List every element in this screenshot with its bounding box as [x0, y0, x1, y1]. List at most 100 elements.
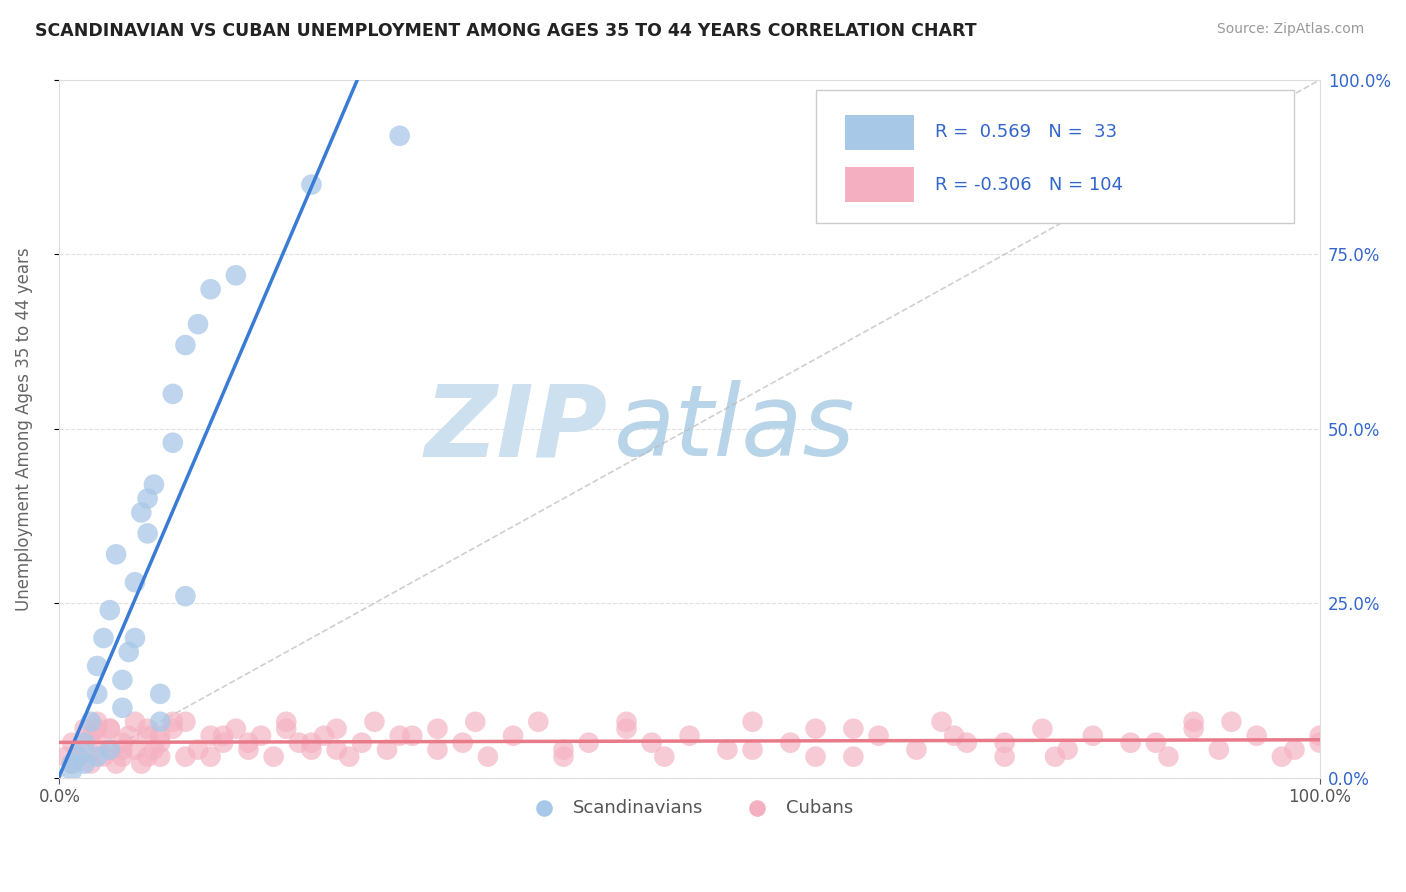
Point	[124, 575, 146, 590]
Point	[136, 491, 159, 506]
Point	[716, 742, 738, 756]
Point	[86, 687, 108, 701]
Point	[363, 714, 385, 729]
Point	[80, 729, 103, 743]
Point	[804, 749, 827, 764]
Point	[73, 756, 96, 771]
Point	[1246, 729, 1268, 743]
Point	[162, 722, 184, 736]
Point	[187, 742, 209, 756]
Point	[375, 742, 398, 756]
Point	[174, 749, 197, 764]
Point	[200, 282, 222, 296]
Point	[98, 722, 121, 736]
Point	[136, 729, 159, 743]
Point	[162, 435, 184, 450]
Point	[60, 756, 83, 771]
Point	[86, 749, 108, 764]
Point	[162, 714, 184, 729]
Point	[80, 714, 103, 729]
Point	[93, 749, 115, 764]
Point	[162, 387, 184, 401]
Point	[641, 736, 664, 750]
Point	[225, 722, 247, 736]
Point	[464, 714, 486, 729]
Point	[1182, 722, 1205, 736]
Point	[804, 722, 827, 736]
Point	[86, 722, 108, 736]
Point	[124, 631, 146, 645]
Point	[200, 749, 222, 764]
Point	[1119, 736, 1142, 750]
Point	[388, 729, 411, 743]
Point	[578, 736, 600, 750]
Point	[111, 742, 134, 756]
Point	[67, 749, 90, 764]
Legend: Scandinavians, Cubans: Scandinavians, Cubans	[519, 792, 860, 824]
Point	[212, 729, 235, 743]
Point	[1182, 714, 1205, 729]
Text: SCANDINAVIAN VS CUBAN UNEMPLOYMENT AMONG AGES 35 TO 44 YEARS CORRELATION CHART: SCANDINAVIAN VS CUBAN UNEMPLOYMENT AMONG…	[35, 22, 977, 40]
Point	[388, 128, 411, 143]
Point	[98, 742, 121, 756]
Point	[1208, 742, 1230, 756]
Point	[98, 603, 121, 617]
Point	[741, 714, 763, 729]
Point	[131, 506, 153, 520]
Text: atlas: atlas	[614, 380, 855, 477]
Point	[1309, 729, 1331, 743]
Point	[477, 749, 499, 764]
Point	[118, 645, 141, 659]
Point	[86, 659, 108, 673]
Point	[1284, 742, 1306, 756]
Point	[174, 589, 197, 603]
Point	[67, 749, 90, 764]
Point	[187, 317, 209, 331]
Point	[142, 742, 165, 756]
Point	[73, 736, 96, 750]
Point	[80, 756, 103, 771]
Point	[956, 736, 979, 750]
Point	[1081, 729, 1104, 743]
Text: R = -0.306   N = 104: R = -0.306 N = 104	[935, 176, 1123, 194]
Point	[842, 722, 865, 736]
Point	[502, 729, 524, 743]
FancyBboxPatch shape	[815, 90, 1295, 223]
Point	[301, 736, 323, 750]
Point	[105, 547, 128, 561]
Point	[136, 749, 159, 764]
Point	[337, 749, 360, 764]
Point	[86, 736, 108, 750]
Point	[238, 742, 260, 756]
Point	[136, 526, 159, 541]
Point	[149, 729, 172, 743]
Point	[174, 714, 197, 729]
Point	[60, 736, 83, 750]
Point	[451, 736, 474, 750]
Point	[136, 722, 159, 736]
Text: ZIP: ZIP	[425, 380, 607, 477]
Point	[1309, 736, 1331, 750]
Point	[312, 729, 335, 743]
Point	[276, 714, 298, 729]
Point	[142, 477, 165, 491]
Point	[868, 729, 890, 743]
Point	[426, 722, 449, 736]
Point	[73, 742, 96, 756]
FancyBboxPatch shape	[845, 167, 914, 202]
Point	[616, 714, 638, 729]
Point	[553, 749, 575, 764]
Point	[111, 673, 134, 687]
Point	[741, 742, 763, 756]
Point	[1043, 749, 1066, 764]
Point	[1271, 749, 1294, 764]
Point	[149, 687, 172, 701]
Point	[149, 714, 172, 729]
Point	[55, 749, 77, 764]
Point	[1144, 736, 1167, 750]
Point	[943, 729, 966, 743]
Point	[994, 749, 1017, 764]
Point	[276, 722, 298, 736]
Point	[124, 742, 146, 756]
Point	[325, 742, 347, 756]
